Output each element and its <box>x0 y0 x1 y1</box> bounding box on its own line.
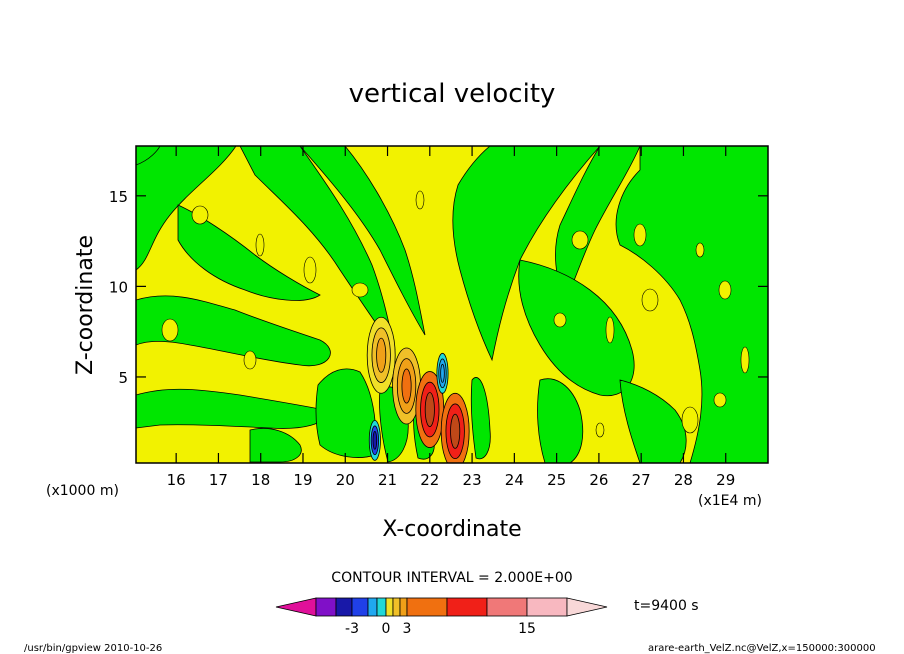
negative-region-9 <box>452 146 601 362</box>
colorbar-segment-5 <box>376 597 387 617</box>
speck-13 <box>243 350 257 370</box>
velocity-cell-4 <box>368 419 381 461</box>
velocity-cell-1 <box>392 347 421 425</box>
colorbar-segment-4 <box>367 597 378 617</box>
velocity-cells <box>366 316 470 463</box>
x-axis: 16 17 18 19 20 21 22 23 24 25 26 27 28 29 <box>167 146 735 489</box>
colorbar-label: 3 <box>403 621 412 637</box>
colorbar-segment-11 <box>486 597 528 617</box>
negative-region-8 <box>470 377 491 460</box>
speck-2 <box>641 288 659 312</box>
negative-region-13 <box>537 378 584 463</box>
x-tick-label: 26 <box>589 471 608 489</box>
negative-region-3 <box>136 295 331 367</box>
colorbar-segment-10 <box>446 597 488 617</box>
negative-region-0 <box>136 146 237 271</box>
velocity-cell-2 <box>415 371 445 448</box>
x-unit-right: (x1E4 m) <box>698 493 762 509</box>
x-tick-label: 21 <box>378 471 397 489</box>
x-unit-left: (x1000 m) <box>46 483 119 499</box>
x-tick-label: 28 <box>674 471 693 489</box>
colorbar-arrow-right <box>566 597 608 617</box>
x-tick-label: 25 <box>547 471 566 489</box>
x-tick-label: 18 <box>251 471 270 489</box>
velocity-cell-5 <box>436 352 449 394</box>
x-tick-label: 29 <box>716 471 735 489</box>
y-tick-label: 5 <box>118 369 128 387</box>
x-tick-label: 22 <box>420 471 439 489</box>
y-axis-label: Z-coordinate <box>73 235 98 375</box>
y-tick-label: 15 <box>109 188 128 206</box>
velocity-cell-3 <box>440 392 470 463</box>
speck-7 <box>303 256 317 284</box>
plot-area <box>136 146 768 463</box>
speck-16 <box>713 392 727 408</box>
speck-3 <box>605 316 615 344</box>
x-tick-label: 17 <box>209 471 228 489</box>
colorbar-segment-9 <box>406 597 448 617</box>
contour-interval: CONTOUR INTERVAL = 2.000E+00 <box>331 570 572 586</box>
colorbar-segment-2 <box>335 597 353 617</box>
colorbar-label: 0 <box>382 621 391 637</box>
x-tick-label: 20 <box>336 471 355 489</box>
speck-8 <box>351 282 369 298</box>
plot-frame <box>135 145 769 464</box>
x-tick-label: 16 <box>167 471 186 489</box>
speck-17 <box>571 230 589 250</box>
x-axis-label: X-coordinate <box>382 517 521 542</box>
colorbar-label: 15 <box>518 621 536 637</box>
velocity-cell-0 <box>366 316 396 394</box>
speck-11 <box>681 406 699 434</box>
negative-region-14 <box>619 379 687 463</box>
speck-6 <box>255 233 265 257</box>
colorbar-segment-7 <box>392 597 401 617</box>
chart-title: vertical velocity <box>349 79 556 109</box>
speck-12 <box>595 422 605 438</box>
x-tick-label: 23 <box>463 471 482 489</box>
colorbar-segment-3 <box>351 597 369 617</box>
footer-right: arare-earth_VelZ.nc@VelZ,x=150000:300000 <box>648 643 876 654</box>
speck-9 <box>415 190 425 210</box>
negative-region-17 <box>249 428 302 463</box>
speck-4 <box>553 312 567 328</box>
colorbar-label: -3 <box>345 621 359 637</box>
speck-5 <box>191 205 209 225</box>
speck-1 <box>718 280 732 300</box>
colorbar-segment-8 <box>399 597 408 617</box>
footer-left: /usr/bin/gpview 2010-10-26 <box>24 643 162 654</box>
negative-region-11 <box>615 146 768 463</box>
y-tick-label: 10 <box>109 278 128 296</box>
x-tick-label: 19 <box>293 471 312 489</box>
colorbar-segment-12 <box>526 597 568 617</box>
negative-region-2 <box>299 146 426 336</box>
colorbar-segment-6 <box>385 597 394 617</box>
colorbar-arrow-left <box>275 597 317 617</box>
negative-region-4 <box>177 204 321 301</box>
speck-14 <box>161 318 179 342</box>
y-axis: 5 10 15 <box>109 188 768 387</box>
speck-0 <box>695 242 705 258</box>
speck-15 <box>740 346 750 374</box>
speck-10 <box>633 223 647 247</box>
colorbar-segment-1 <box>315 597 337 617</box>
colorbar: -3 0 3 15 <box>275 597 608 637</box>
x-tick-label: 27 <box>632 471 651 489</box>
x-tick-label: 24 <box>505 471 524 489</box>
time-label: t=9400 s <box>634 598 699 614</box>
